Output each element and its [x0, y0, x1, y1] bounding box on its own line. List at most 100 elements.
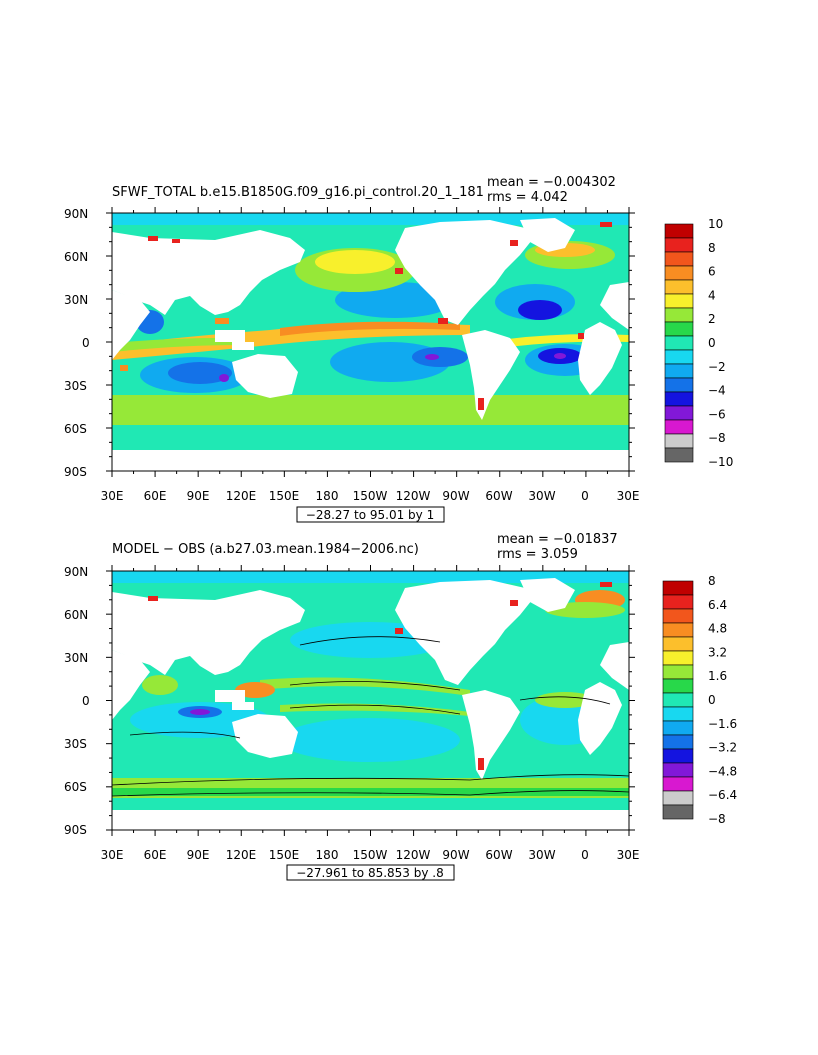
- lat-label: 60S: [64, 780, 87, 794]
- colorbar-label: 0: [708, 693, 716, 707]
- lon-label: 30E: [101, 489, 124, 503]
- lon-label: 0: [581, 848, 589, 862]
- colorbar-swatch: [662, 804, 694, 820]
- colorbar-swatch: [662, 580, 694, 596]
- colorbar-swatch: [662, 748, 694, 764]
- lon-label: 0: [581, 489, 589, 503]
- lon-label: 120W: [396, 848, 431, 862]
- panel-title: MODEL − OBS (a.b27.03.mean.1984−2006.nc): [112, 542, 419, 557]
- lat-label: 90S: [64, 823, 87, 837]
- colorbar-swatch: [662, 734, 694, 750]
- colorbar-label: −4: [708, 384, 726, 398]
- colorbar-swatch: [664, 349, 694, 365]
- colorbar-swatch: [664, 223, 694, 239]
- colorbar: 10 8 6 4 2 0 −2 −4 −6 −8 −10: [664, 217, 733, 469]
- colorbar-swatch: [662, 678, 694, 694]
- colorbar-swatch: [662, 650, 694, 666]
- lat-label: 30S: [64, 379, 87, 393]
- colorbar-label: −6: [708, 407, 726, 421]
- colorbar-label: 3.2: [708, 645, 727, 659]
- colorbar-label: 6.4: [708, 598, 727, 612]
- colorbar-label: 1.6: [708, 669, 727, 683]
- rms-value: rms = 4.042: [487, 190, 568, 205]
- map-field: [112, 213, 629, 471]
- colorbar-label: −1.6: [708, 717, 737, 731]
- lat-label: 60N: [64, 250, 88, 264]
- colorbar-label: −10: [708, 455, 733, 469]
- lat-label: 0: [82, 694, 90, 708]
- colorbar-swatch: [664, 391, 694, 407]
- lon-label: 90W: [442, 489, 469, 503]
- range-text: −28.27 to 95.01 by 1: [306, 508, 434, 522]
- colorbar-swatch: [662, 622, 694, 638]
- lon-label: 60W: [485, 848, 512, 862]
- colorbar-swatch: [662, 720, 694, 736]
- colorbar-swatch: [664, 293, 694, 309]
- colorbar-swatch: [664, 307, 694, 323]
- lat-label: 30N: [64, 651, 88, 665]
- lon-label: 150W: [353, 848, 388, 862]
- mean-value: mean = −0.01837: [497, 532, 618, 547]
- lon-label: 60W: [485, 489, 512, 503]
- panel-top: SFWF_TOTAL b.e15.B1850G.f09_g16.pi_contr…: [64, 175, 733, 523]
- colorbar: 8 6.4 4.8 3.2 1.6 0 −1.6 −3.2 −4.8 −6.4 −8: [662, 574, 737, 826]
- colorbar-label: −4.8: [708, 764, 737, 778]
- lat-label: 90N: [64, 565, 88, 579]
- lat-label: 90N: [64, 207, 88, 221]
- lat-label: 60N: [64, 608, 88, 622]
- colorbar-label: −6.4: [708, 788, 737, 802]
- map-field: [112, 571, 629, 830]
- lon-label: 120W: [396, 489, 431, 503]
- lon-label: 180: [316, 848, 339, 862]
- colorbar-label: 6: [708, 265, 716, 279]
- lon-label: 30W: [528, 489, 555, 503]
- colorbar-swatch: [662, 762, 694, 778]
- colorbar-swatch: [662, 664, 694, 680]
- colorbar-label: 4.8: [708, 622, 727, 636]
- colorbar-swatch: [664, 405, 694, 421]
- axis-ticks: [106, 565, 635, 836]
- lat-label: 60S: [64, 422, 87, 436]
- panel-title: SFWF_TOTAL b.e15.B1850G.f09_g16.pi_contr…: [112, 185, 484, 200]
- lat-label: 30N: [64, 293, 88, 307]
- colorbar-label: 8: [708, 241, 716, 255]
- colorbar-swatch: [662, 692, 694, 708]
- colorbar-label: −3.2: [708, 741, 737, 755]
- lat-axis-labels: 90N 60N 30N 0 30S 60S 90S: [64, 565, 90, 837]
- colorbar-label: 4: [708, 288, 716, 302]
- lon-label: 90E: [187, 489, 210, 503]
- lat-label: 0: [82, 336, 90, 350]
- colorbar-label: −8: [708, 812, 726, 826]
- colorbar-swatch: [664, 237, 694, 253]
- colorbar-swatch: [664, 321, 694, 337]
- lon-axis-labels: 30E 60E 90E 120E 150E 180 150W 120W 90W …: [101, 489, 640, 503]
- axis-ticks: [106, 207, 635, 477]
- lon-label: 30E: [101, 848, 124, 862]
- rms-value: rms = 3.059: [497, 547, 578, 562]
- range-box: [296, 506, 445, 523]
- range-box: [286, 864, 455, 881]
- colorbar-swatch: [664, 251, 694, 267]
- lon-label: 90E: [187, 848, 210, 862]
- colorbar-swatch: [662, 608, 694, 624]
- lon-label: 150E: [269, 489, 300, 503]
- colorbar-swatch: [664, 433, 694, 449]
- colorbar-swatch: [662, 790, 694, 806]
- lon-label: 150W: [353, 489, 388, 503]
- range-text: −27.961 to 85.853 by .8: [296, 866, 444, 880]
- colorbar-swatch: [664, 363, 694, 379]
- lat-label: 90S: [64, 465, 87, 479]
- colorbar-swatch: [662, 636, 694, 652]
- lat-label: 30S: [64, 737, 87, 751]
- colorbar-swatch: [662, 706, 694, 722]
- colorbar-label: −8: [708, 431, 726, 445]
- mean-value: mean = −0.004302: [487, 175, 616, 190]
- colorbar-swatch: [664, 377, 694, 393]
- lon-label: 30E: [617, 489, 640, 503]
- panel-bottom: MODEL − OBS (a.b27.03.mean.1984−2006.nc)…: [64, 532, 737, 881]
- lon-label: 180: [316, 489, 339, 503]
- lon-label: 30W: [528, 848, 555, 862]
- colorbar-swatch: [662, 594, 694, 610]
- lon-label: 150E: [269, 848, 300, 862]
